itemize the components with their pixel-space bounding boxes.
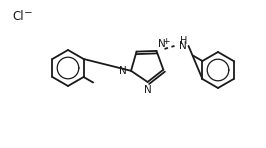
Text: +: + (163, 37, 170, 46)
Text: N: N (179, 41, 186, 51)
Text: H: H (180, 36, 187, 46)
Text: N: N (157, 39, 165, 49)
Text: N: N (119, 66, 127, 76)
Text: −: − (24, 8, 33, 18)
Text: N: N (144, 85, 151, 95)
Text: Cl: Cl (12, 9, 24, 22)
